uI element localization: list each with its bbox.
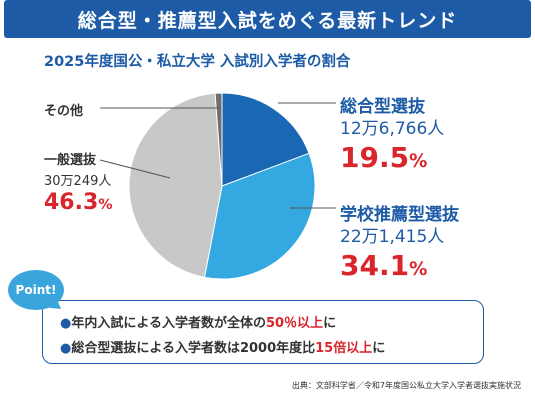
page-title: 総合型・推薦型入試をめぐる最新トレンド xyxy=(77,9,458,32)
slice-percent-general: 46.3% xyxy=(44,190,113,215)
slice-count-general: 30万249人 xyxy=(44,174,112,189)
slice-comprehensive xyxy=(221,92,310,187)
point-line-1: ●年内入試による入学者数が全体の50％以上に xyxy=(60,316,337,331)
leader-general xyxy=(99,159,171,179)
title-bar: 総合型・推薦型入試をめぐる最新トレンド xyxy=(4,0,531,38)
slice-count-comprehensive: 12万6,766人 xyxy=(340,119,445,139)
slice-label-comprehensive: 総合型選抜 xyxy=(340,97,425,117)
slice-general xyxy=(128,92,223,278)
slice-label-other: その他 xyxy=(44,104,84,119)
slice-label-general: 一般選抜 xyxy=(44,153,97,168)
bullet-icon: ● xyxy=(60,316,72,331)
slice-percent-comprehensive: 19.5% xyxy=(340,141,428,174)
slice-count-school: 22万1,415人 xyxy=(340,227,445,247)
slice-school xyxy=(203,152,316,280)
slice-other xyxy=(214,92,223,187)
slice-percent-school: 34.1% xyxy=(340,249,428,282)
point-box xyxy=(42,300,484,364)
bullet-icon: ● xyxy=(60,341,72,356)
slice-label-school: 学校推薦型選抜 xyxy=(340,205,459,225)
source-note: 出典：文部科学省／令和7年度国公私立大学入学者選抜実施状況 xyxy=(291,381,521,390)
chart-subtitle: 2025年度国公・私立大学 入試別入学者の割合 xyxy=(44,54,351,70)
point-badge: Point! xyxy=(8,270,64,310)
point-line-2: ●総合型選抜による入学者数は2000年度比15倍以上に xyxy=(60,341,386,356)
